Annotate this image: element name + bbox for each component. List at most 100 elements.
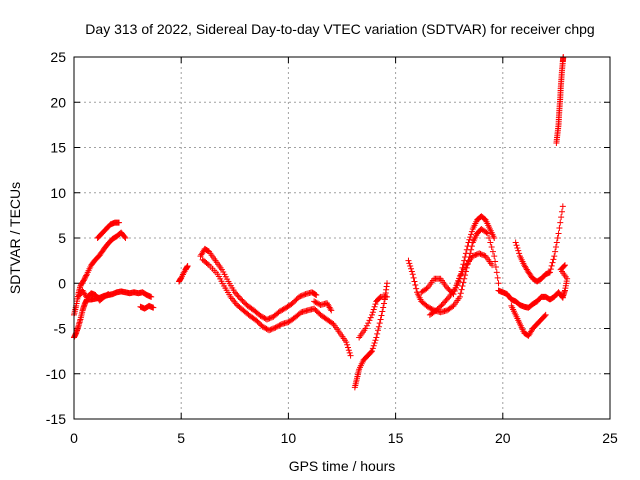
x-tick-label: 10 [281,430,297,446]
data-point [546,269,553,276]
data-point [456,293,463,300]
data-point [239,297,246,304]
series-arc-b-tail [137,302,157,312]
data-point [492,263,499,270]
data-point [290,298,297,305]
data-point [553,239,560,246]
data-point [457,290,464,297]
data-point [468,228,475,235]
series-arc-a-top [94,219,123,241]
data-points [71,54,571,391]
data-point [278,307,285,314]
y-tick-label: 5 [58,230,66,246]
y-tick-label: 0 [58,275,66,291]
data-point [260,324,267,331]
x-tick-label: 5 [177,430,185,446]
data-point [493,269,500,276]
data-point [81,276,88,283]
data-point [423,285,430,292]
data-point [82,273,89,280]
data-point [467,234,474,241]
data-point [234,292,241,299]
data-point [296,310,303,317]
data-point [263,316,270,323]
data-point [552,248,559,255]
data-point [491,235,498,241]
data-point [369,348,376,355]
data-point [547,266,554,273]
data-point [473,251,480,258]
data-point [548,262,555,269]
data-point [236,295,243,302]
data-point [292,297,299,304]
data-point [445,286,452,293]
data-point [480,252,487,259]
data-point [148,293,155,300]
data-point [374,330,381,337]
data-point [379,308,386,315]
data-point [233,290,240,297]
data-point [311,298,318,305]
x-tick-label: 20 [495,430,511,446]
series-arc-k-tail [557,262,571,300]
data-point [370,342,377,349]
data-point [312,306,319,313]
data-point [554,235,561,241]
data-point [380,304,387,311]
data-point [410,274,417,281]
data-point [122,235,129,241]
data-point [512,239,519,246]
data-point [311,305,318,312]
data-point [265,315,272,322]
data-point [377,316,384,323]
data-point [371,303,378,310]
data-point [458,286,465,293]
data-point [268,326,275,333]
y-tick-label: 25 [50,49,66,65]
data-point [459,282,466,289]
data-point [484,230,491,237]
data-point [366,317,373,324]
plot-frame [73,56,611,420]
data-point [384,293,391,300]
data-point [561,263,568,270]
data-point [258,313,265,320]
y-tick-label: -15 [46,411,66,427]
data-point [427,305,434,312]
data-point [279,306,286,313]
series-arc-a-rise [71,229,129,318]
data-point [375,327,382,334]
data-point [313,299,320,306]
data-point [428,305,435,312]
data-point [121,233,128,240]
data-point [477,250,484,257]
data-point [559,203,566,210]
data-point [407,263,414,270]
data-point [384,280,391,287]
data-point [267,326,274,333]
data-point [372,301,379,308]
series-arc-h-side [426,250,496,318]
data-point [184,263,191,270]
y-tick-label: 15 [50,140,66,156]
series-arc-i-high [512,203,566,285]
data-point [471,252,478,259]
data-point [555,230,562,237]
data-point [405,257,412,264]
data-point [516,250,523,257]
data-point [489,262,496,269]
data-point [462,254,469,261]
data-point [257,312,264,319]
data-point [514,244,521,251]
data-point [272,324,279,331]
data-point [105,291,112,298]
data-point [426,304,433,311]
data-point [476,250,483,257]
data-point [561,262,568,269]
data-point [558,214,565,221]
data-point [413,285,420,292]
chart-title: Day 313 of 2022, Sidereal Day-to-day VTE… [85,21,594,37]
data-point [301,291,308,298]
data-point [378,312,385,319]
